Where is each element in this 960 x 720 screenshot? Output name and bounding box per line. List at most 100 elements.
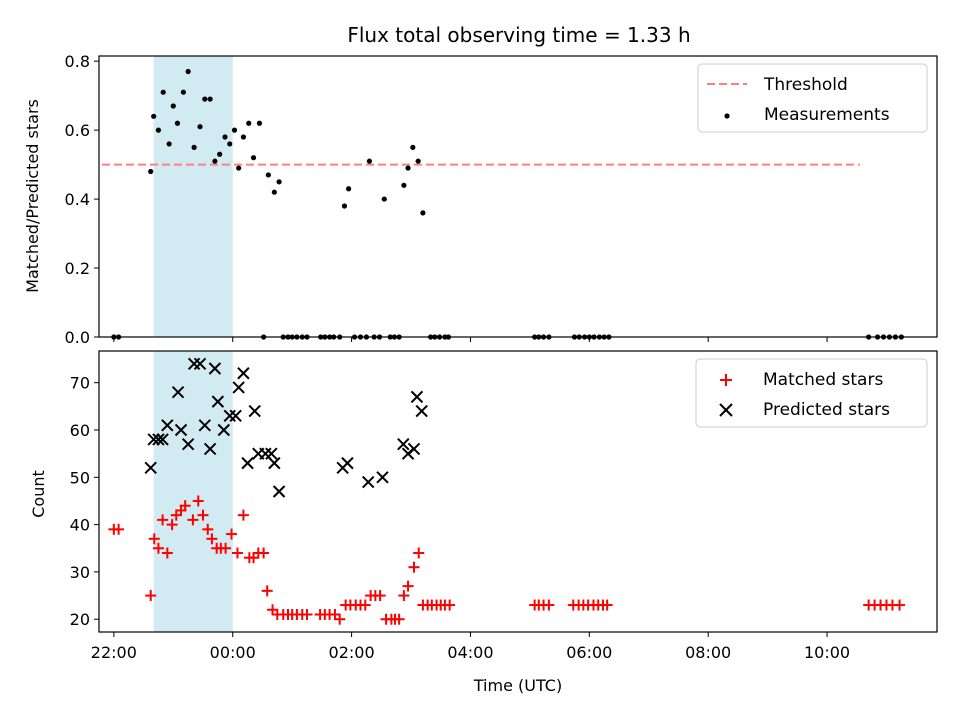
- predicted-point: [272, 485, 286, 498]
- predicted-legend-label: Predicted stars: [763, 400, 890, 420]
- bottom-y-tick-label: 20: [70, 610, 90, 629]
- matched-point: [601, 599, 613, 611]
- predicted-point: [410, 390, 424, 404]
- bottom-shaded-span: [153, 351, 233, 632]
- matched-point: [192, 495, 204, 507]
- x-tick-label: 00:00: [210, 643, 256, 662]
- predicted-point: [415, 404, 428, 418]
- bottom-panel: 20 30 40 50 60 70 22:00 00:00 02:00 04:00 06:00 08…: [29, 350, 938, 695]
- predicted-point-b: [248, 404, 261, 418]
- predicted-point: [341, 456, 354, 470]
- predicted-point: [156, 433, 169, 446]
- predicted-point: [241, 456, 254, 470]
- matched-point: [894, 599, 906, 611]
- matched-point: [152, 542, 164, 554]
- x-tick-label: 06:00: [566, 643, 612, 662]
- predicted-point-b: [237, 367, 250, 380]
- measurement-point: [191, 144, 197, 150]
- matched-point: [113, 523, 125, 535]
- predicted-point: [174, 423, 188, 437]
- matched-legend-label: Matched stars: [763, 370, 883, 390]
- bottom-axes-frame: [98, 350, 938, 633]
- predicted-point: [152, 433, 165, 446]
- top-y-tick-label: 0.8: [65, 52, 90, 71]
- matched-point: [374, 590, 386, 602]
- measurement-point: [227, 141, 233, 147]
- measurement-point: [256, 120, 263, 126]
- predicted-point: [217, 423, 231, 437]
- predicted-point-b: [152, 433, 165, 446]
- predicted-point: [362, 475, 375, 489]
- predicted-point: [407, 442, 421, 456]
- measurement-point: [410, 144, 416, 150]
- measurement-point: [420, 210, 426, 216]
- measurements-legend-label: Measurements: [764, 105, 890, 125]
- predicted-point-b: [198, 419, 211, 432]
- predicted-point-b: [156, 433, 169, 446]
- predicted-point: [171, 385, 185, 399]
- predicted-point: [232, 381, 245, 394]
- matched-point: [413, 547, 425, 559]
- x-tick-label: 10:00: [804, 643, 850, 662]
- predicted-point: [376, 471, 389, 484]
- matched-point: [261, 585, 273, 597]
- top-shaded-span: [153, 56, 233, 337]
- top-y-tick-label: 0.2: [65, 259, 90, 278]
- predicted-points: [144, 357, 428, 498]
- matched-point: [166, 519, 178, 531]
- measurement-point: [185, 68, 191, 75]
- measurement-point: [231, 127, 238, 133]
- matched-points: [108, 495, 906, 625]
- bottom-legend-box: [695, 358, 928, 428]
- predicted-point: [203, 442, 217, 456]
- measurement-point: [250, 155, 257, 161]
- predicted-point-b: [341, 456, 354, 470]
- measurement-point: [170, 103, 176, 109]
- top-y-tick-label: 0.6: [65, 121, 90, 140]
- top-legend-box: [697, 63, 928, 133]
- predicted-point: [248, 404, 261, 418]
- measurement-point: [222, 134, 228, 140]
- bottom-y-tick-label: 70: [70, 374, 90, 393]
- measurement-point: [174, 120, 181, 126]
- measurement-point: [401, 182, 407, 188]
- matched-point: [202, 523, 214, 535]
- predicted-point-b: [376, 471, 389, 484]
- matched-point: [157, 514, 169, 526]
- measurement-point: [236, 165, 242, 171]
- predicted-point: [193, 357, 207, 370]
- top-legend: Threshold Measurements: [697, 63, 928, 133]
- measurement-point: [202, 96, 208, 102]
- predicted-point: [198, 419, 211, 432]
- top-y-tick-label: 0.4: [65, 190, 90, 209]
- predicted-point-b: [415, 404, 428, 418]
- measurement-point: [346, 186, 352, 192]
- matched-point: [197, 509, 209, 521]
- matched-point: [301, 608, 313, 620]
- matched-point: [187, 514, 199, 526]
- chart-title: Flux total observing time = 1.33 h: [347, 23, 690, 47]
- predicted-point-b: [144, 461, 157, 475]
- matched-point: [237, 509, 249, 521]
- measurement-point: [148, 168, 154, 175]
- matched-point: [444, 599, 456, 611]
- predicted-point: [229, 409, 242, 423]
- x-tick-label: 02:00: [329, 643, 375, 662]
- matched-point: [206, 533, 218, 545]
- measurement-point: [366, 158, 373, 164]
- predicted-point-b: [268, 456, 281, 470]
- x-tick-label: 04:00: [447, 643, 493, 662]
- top-axes-frame: [98, 55, 938, 338]
- measurement-point: [197, 124, 203, 130]
- bottom-legend: Matched stars Predicted stars: [695, 358, 928, 428]
- predicted-point: [161, 419, 174, 432]
- predicted-point-b: [193, 357, 207, 370]
- predicted-point-b: [229, 409, 242, 423]
- x-tick-label: 22:00: [91, 643, 137, 662]
- matched-point: [226, 528, 238, 540]
- predicted-point-b: [174, 423, 188, 437]
- predicted-point-b: [181, 437, 195, 451]
- predicted-point-b: [397, 437, 410, 451]
- bottom-y-axis-label: Count: [29, 470, 48, 518]
- predicted-point-b: [232, 381, 245, 394]
